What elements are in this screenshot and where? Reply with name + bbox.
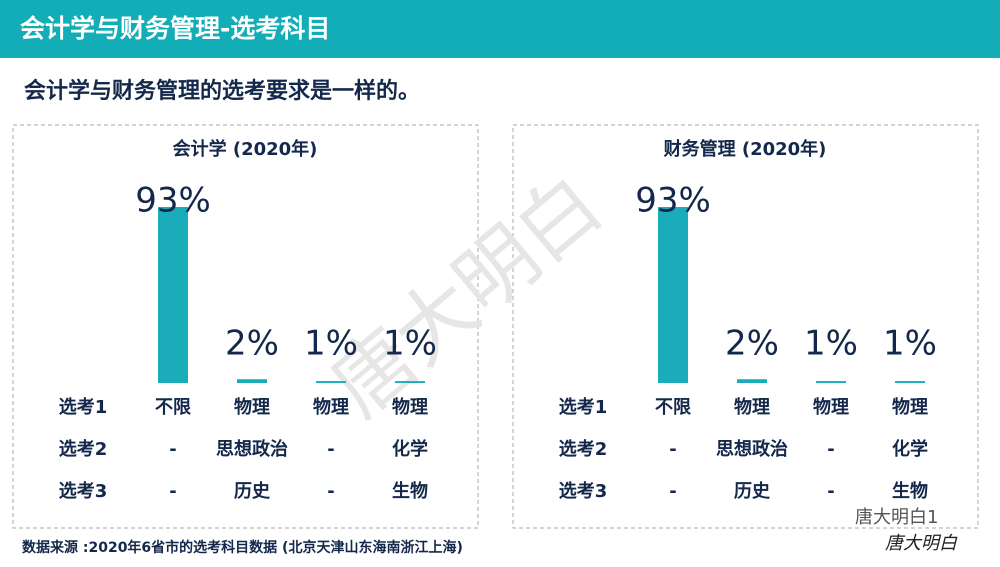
value-label: 1% [883, 324, 937, 364]
table-cell: - [169, 439, 176, 460]
bar [158, 207, 188, 383]
table-cell: 思想政治 [216, 438, 288, 460]
badge-signature: 唐大明白 [885, 533, 958, 554]
header-title: 会计学与财务管理-选考科目 [20, 14, 330, 43]
category-label: 物理 [892, 396, 928, 418]
category-label: 物理 [392, 396, 428, 418]
row-label: 选考3 [559, 480, 608, 502]
category-label: 不限 [155, 397, 192, 418]
value-label: 93% [635, 181, 711, 221]
bar [816, 381, 846, 383]
value-label: 1% [383, 324, 437, 364]
panel [512, 124, 979, 529]
table-cell: 化学 [892, 438, 928, 460]
table-cell: - [327, 439, 334, 460]
value-label: 93% [135, 181, 211, 221]
chart-title: 财务管理 (2020年) [664, 138, 827, 160]
subtitle: 会计学与财务管理的选考要求是一样的。 [24, 78, 420, 104]
row-label: 选考1 [559, 396, 608, 418]
table-cell: 思想政治 [716, 438, 788, 460]
value-label: 2% [725, 324, 779, 364]
row-label: 选考2 [59, 438, 108, 460]
table-cell: - [827, 439, 834, 460]
bar [895, 381, 925, 383]
table-cell: 历史 [734, 480, 771, 502]
watermark: 唐大明白 [314, 157, 619, 434]
bar [395, 381, 425, 383]
chart-title: 会计学 (2020年) [173, 138, 318, 160]
table-cell: 化学 [392, 438, 428, 460]
row-label: 选考2 [559, 438, 608, 460]
table-cell: - [669, 481, 676, 502]
header-bar [0, 0, 1000, 58]
category-label: 物理 [234, 396, 270, 418]
row-label: 选考1 [59, 396, 108, 418]
value-label: 2% [225, 324, 279, 364]
category-label: 物理 [813, 396, 849, 418]
bar [658, 207, 688, 383]
table-cell: 生物 [892, 480, 928, 502]
table-cell: - [669, 439, 676, 460]
bar [316, 381, 346, 383]
category-label: 物理 [734, 396, 770, 418]
bar [737, 379, 767, 383]
category-label: 物理 [313, 396, 349, 418]
value-label: 1% [804, 324, 858, 364]
badge-account: 唐大明白1 [855, 507, 938, 528]
bar [237, 379, 267, 383]
table-cell: 历史 [234, 480, 271, 502]
table-cell: - [827, 481, 834, 502]
source-note: 数据来源 :2020年6省市的选考科目数据 (北京天津山东海南浙江上海) [22, 539, 463, 556]
category-label: 不限 [655, 397, 692, 418]
table-cell: - [327, 481, 334, 502]
value-label: 1% [304, 324, 358, 364]
row-label: 选考3 [59, 480, 108, 502]
table-cell: 生物 [392, 480, 428, 502]
panel [12, 124, 479, 529]
table-cell: - [169, 481, 176, 502]
